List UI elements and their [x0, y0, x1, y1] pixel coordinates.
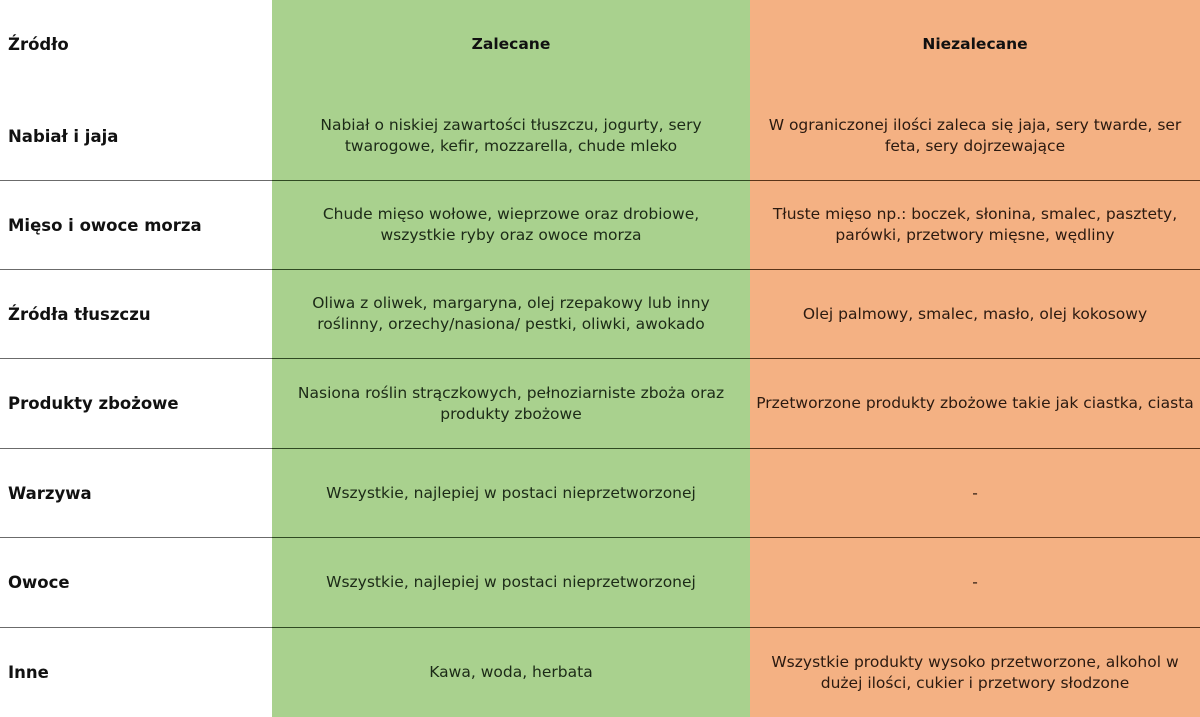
- row-source-fruits: Owoce: [0, 537, 272, 627]
- row-not-recommended-fat-sources: Olej palmowy, smalec, masło, olej kokoso…: [750, 269, 1200, 358]
- row-not-recommended-dairy-eggs: W ograniczonej ilości zaleca się jaja, s…: [750, 92, 1200, 180]
- row-not-recommended-meat-seafood: Tłuste mięso np.: boczek, słonina, smale…: [750, 180, 1200, 269]
- row-recommended-dairy-eggs: Nabiał o niskiej zawartości tłuszczu, jo…: [272, 92, 750, 180]
- row-source-dairy-eggs: Nabiał i jaja: [0, 92, 272, 180]
- row-source-vegetables: Warzywa: [0, 448, 272, 537]
- row-recommended-grain-products: Nasiona roślin strączkowych, pełnoziarni…: [272, 358, 750, 448]
- row-source-fat-sources: Źródła tłuszczu: [0, 269, 272, 358]
- row-source-other: Inne: [0, 627, 272, 717]
- row-recommended-other: Kawa, woda, herbata: [272, 627, 750, 717]
- row-recommended-fruits: Wszystkie, najlepiej w postaci nieprzetw…: [272, 537, 750, 627]
- row-source-meat-seafood: Mięso i owoce morza: [0, 180, 272, 269]
- header-source: Źródło: [0, 0, 272, 92]
- header-recommended: Zalecane: [272, 0, 750, 92]
- row-not-recommended-other: Wszystkie produkty wysoko przetworzone, …: [750, 627, 1200, 717]
- row-not-recommended-fruits: -: [750, 537, 1200, 627]
- row-not-recommended-vegetables: -: [750, 448, 1200, 537]
- row-recommended-meat-seafood: Chude mięso wołowe, wieprzowe oraz drobi…: [272, 180, 750, 269]
- row-recommended-fat-sources: Oliwa z oliwek, margaryna, olej rzepakow…: [272, 269, 750, 358]
- header-not-recommended: Niezalecane: [750, 0, 1200, 92]
- row-not-recommended-grain-products: Przetworzone produkty zbożowe takie jak …: [750, 358, 1200, 448]
- row-recommended-vegetables: Wszystkie, najlepiej w postaci nieprzetw…: [272, 448, 750, 537]
- row-source-grain-products: Produkty zbożowe: [0, 358, 272, 448]
